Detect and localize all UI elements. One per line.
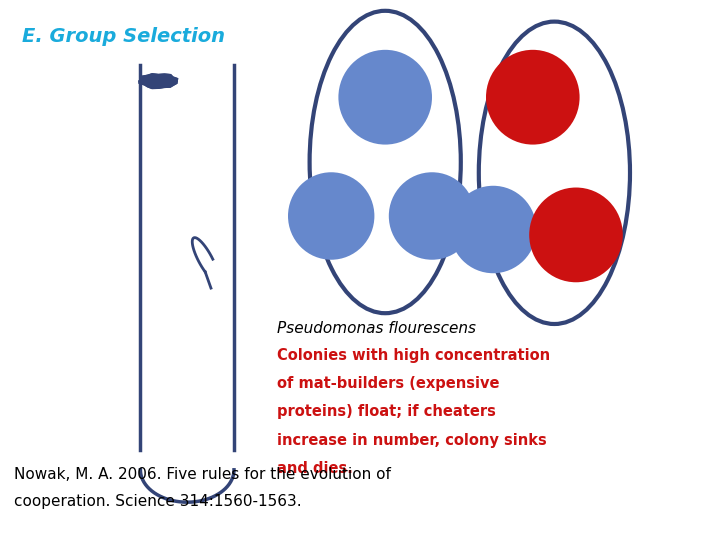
Ellipse shape	[310, 11, 461, 313]
Ellipse shape	[486, 50, 580, 145]
Text: proteins) float; if cheaters: proteins) float; if cheaters	[277, 404, 496, 420]
Text: Nowak, M. A. 2006. Five rules for the evolution of: Nowak, M. A. 2006. Five rules for the ev…	[14, 467, 391, 482]
Text: of mat-builders (expensive: of mat-builders (expensive	[277, 376, 500, 392]
Ellipse shape	[389, 172, 475, 260]
Text: and dies.: and dies.	[277, 461, 353, 476]
Text: Colonies with high concentration: Colonies with high concentration	[277, 348, 550, 363]
Text: increase in number, colony sinks: increase in number, colony sinks	[277, 433, 547, 448]
Ellipse shape	[288, 172, 374, 260]
Text: cooperation. Science 314:1560-1563.: cooperation. Science 314:1560-1563.	[14, 494, 302, 509]
Ellipse shape	[450, 186, 536, 273]
Ellipse shape	[479, 22, 630, 324]
Ellipse shape	[338, 50, 432, 145]
Polygon shape	[139, 74, 178, 89]
Text: Pseudomonas flourescens: Pseudomonas flourescens	[277, 321, 476, 336]
Ellipse shape	[529, 187, 623, 282]
Text: E. Group Selection: E. Group Selection	[22, 27, 225, 46]
